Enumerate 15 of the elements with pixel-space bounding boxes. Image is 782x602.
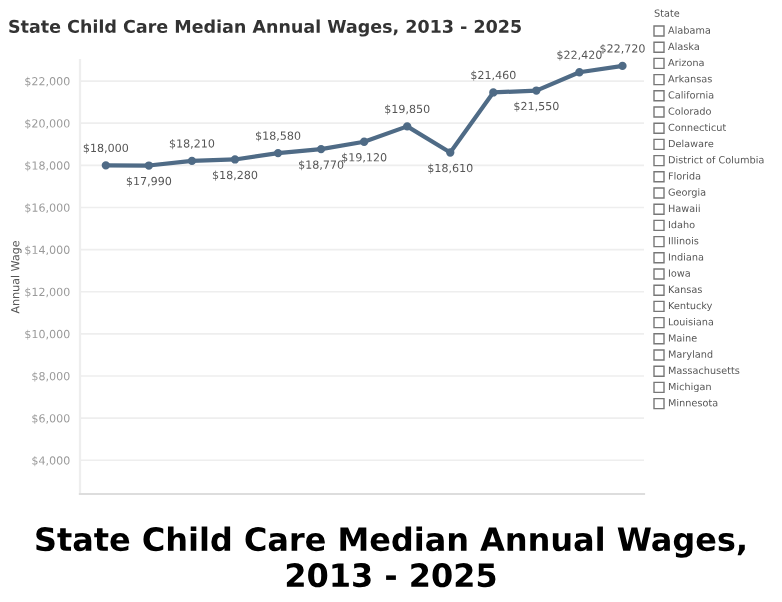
point bbox=[101, 161, 110, 170]
point bbox=[187, 156, 197, 166]
point bbox=[144, 161, 154, 170]
point bbox=[359, 137, 369, 146]
point bbox=[489, 88, 498, 97]
point bbox=[273, 148, 283, 158]
point bbox=[446, 148, 455, 157]
point bbox=[230, 155, 240, 164]
point bbox=[403, 122, 412, 131]
point bbox=[316, 144, 326, 154]
point bbox=[532, 86, 541, 95]
chart-title: State Child Care Median Annual Wages, 2013 - 2025 bbox=[9, 19, 521, 37]
point bbox=[618, 61, 627, 71]
point bbox=[575, 68, 584, 77]
text: State Child Care Median Annual Wages, 2013 - 2025 bbox=[36, 526, 745, 588]
